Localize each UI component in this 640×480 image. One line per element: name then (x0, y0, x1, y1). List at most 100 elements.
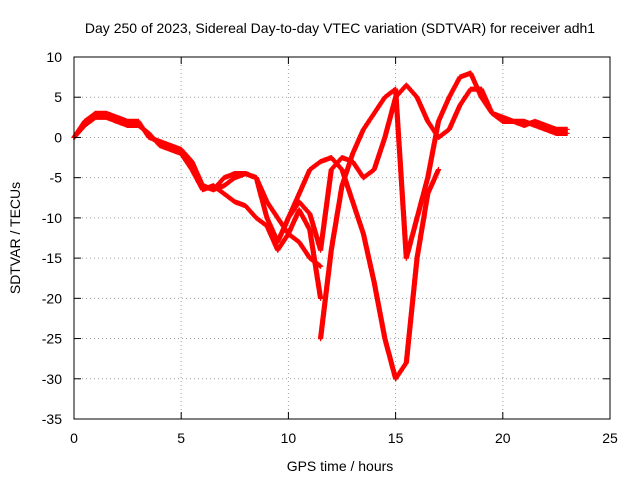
data-point (159, 140, 161, 143)
data-point (416, 257, 418, 259)
data-point (480, 96, 482, 98)
data-point (116, 116, 118, 118)
y-tick-label: -30 (42, 371, 62, 387)
data-point (362, 233, 364, 235)
data-point (491, 112, 493, 114)
data-point (202, 185, 204, 187)
data-point (545, 128, 547, 130)
series-track-5 (318, 70, 570, 342)
x-tick-label: 15 (388, 430, 404, 446)
data-point (437, 120, 440, 122)
data-point (169, 144, 172, 147)
data-point (470, 88, 472, 90)
data-point (277, 241, 279, 243)
y-axis-label: SDTVAR / TECUs (7, 182, 23, 294)
data-point (384, 338, 386, 340)
data-point (534, 120, 536, 122)
data-point (362, 128, 364, 130)
data-point (137, 120, 139, 122)
x-tick-label: 5 (177, 430, 185, 446)
data-point (512, 120, 515, 122)
data-point (84, 120, 86, 122)
data-point (191, 161, 193, 163)
data-point (234, 201, 236, 203)
x-tick-label: 20 (495, 430, 511, 446)
data-point (105, 116, 107, 118)
y-axis-tick-labels: 10 5 0 -5 -10 -15 -20 -25 -30 -35 (42, 49, 62, 427)
data-point (437, 169, 440, 171)
data-point (298, 193, 300, 195)
data-point (191, 169, 193, 171)
data-point (320, 338, 322, 340)
data-point (555, 132, 558, 134)
data-point (159, 144, 161, 147)
data-point (480, 88, 482, 90)
data-point (255, 177, 257, 179)
y-tick-label: 5 (54, 89, 62, 105)
x-tick-label: 25 (602, 430, 618, 446)
data-point (277, 217, 279, 219)
data-point (234, 173, 236, 175)
data-point (212, 185, 214, 187)
data-point (320, 297, 322, 299)
data-point (277, 249, 279, 251)
data-point (223, 185, 225, 187)
data-point (180, 152, 182, 155)
data-point (255, 217, 257, 219)
data-point (341, 185, 343, 187)
data-point (352, 201, 354, 203)
plot-frame (73, 56, 611, 420)
data-point (234, 177, 236, 179)
data-point (223, 177, 225, 179)
data-point (405, 362, 407, 364)
y-tick-label: 10 (46, 49, 62, 65)
data-point (148, 136, 150, 138)
data-point (566, 128, 568, 130)
y-tick-label: -25 (42, 331, 62, 347)
data-point (320, 249, 322, 251)
data-point (341, 157, 343, 159)
data-point (94, 112, 96, 114)
data-point (395, 88, 397, 90)
data-point (470, 72, 472, 74)
x-tick-label: 10 (281, 430, 297, 446)
data-point (320, 265, 322, 267)
data-point (309, 257, 311, 259)
data-point (405, 257, 407, 259)
data-point (330, 169, 332, 171)
data-point (223, 193, 225, 195)
data-point (330, 157, 332, 159)
x-tick-label: 0 (70, 430, 78, 446)
data-point (202, 189, 204, 191)
data-point (127, 120, 129, 122)
data-point (266, 201, 268, 203)
data-point (298, 241, 300, 243)
x-axis-label: GPS time / hours (287, 458, 394, 474)
data-point (448, 96, 450, 98)
data-point (534, 124, 536, 126)
data-point (459, 76, 461, 78)
data-point (405, 84, 407, 86)
data-point (84, 124, 86, 126)
data-point (320, 161, 322, 163)
data-point (137, 124, 139, 126)
data-point (309, 229, 311, 231)
data-point (352, 152, 354, 155)
data-point (148, 132, 150, 134)
series-track-4 (275, 155, 442, 382)
data-point (427, 177, 429, 179)
data-point (566, 132, 568, 134)
data-point (459, 104, 461, 106)
data-point (298, 209, 300, 211)
data-point (287, 233, 289, 235)
data-point (416, 217, 418, 219)
data-point (427, 120, 429, 122)
data-point (116, 120, 118, 122)
data-point (362, 177, 364, 179)
data-point (105, 112, 107, 114)
data-point (244, 205, 247, 207)
data-point (448, 128, 450, 130)
data-point (384, 136, 386, 138)
data-point (212, 189, 214, 191)
data-point (545, 124, 547, 126)
